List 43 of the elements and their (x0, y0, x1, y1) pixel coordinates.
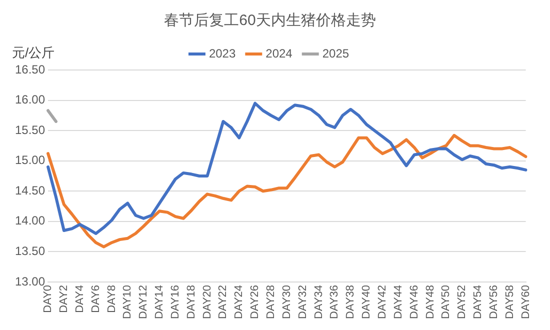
x-tick-label: DAY54 (472, 284, 484, 320)
x-tick-label: DAY14 (154, 284, 166, 320)
legend-label: 2023 (208, 46, 236, 60)
x-tick-label: DAY40 (360, 284, 373, 320)
legend-label: 2024 (266, 46, 293, 60)
x-tick-label: DAY50 (440, 284, 452, 320)
y-tick-label: 13.50 (15, 244, 46, 258)
x-tick-label: DAY10 (122, 284, 134, 320)
y-tick-label: 16.50 (15, 62, 46, 76)
x-tick-label: DAY52 (456, 284, 468, 320)
x-tick-label: DAY34 (312, 284, 325, 320)
x-tick-label: DAY8 (106, 284, 118, 313)
y-tick-label: 14.00 (15, 214, 46, 228)
x-tick-label: DAY22 (217, 284, 230, 320)
x-tick-label: DAY48 (424, 284, 436, 320)
x-tick-label: DAY56 (488, 284, 500, 320)
x-tick-label: DAY4 (74, 284, 86, 313)
x-tick-label: DAY20 (201, 284, 214, 320)
x-tick-label: DAY12 (138, 284, 150, 320)
x-tick-label: DAY46 (408, 284, 420, 320)
x-tick-label: DAY18 (185, 284, 198, 320)
x-tick-label: DAY32 (296, 284, 309, 320)
legend-label: 2025 (322, 46, 350, 60)
x-tick-label: DAY16 (169, 284, 182, 320)
x-tick-label: DAY2 (58, 284, 70, 313)
y-tick-label: 16.00 (15, 92, 46, 107)
y-tick-label: 15.50 (15, 122, 46, 137)
x-tick-label: DAY60 (520, 284, 532, 320)
x-tick-label: DAY58 (504, 284, 516, 320)
x-tick-label: DAY26 (249, 284, 262, 320)
x-tick-label: DAY24 (233, 284, 246, 320)
y-axis-title: 元/公斤 (12, 45, 55, 60)
x-tick-label: DAY30 (280, 284, 293, 320)
y-tick-label: 14.50 (15, 183, 46, 198)
x-tick-label: DAY38 (344, 284, 357, 320)
x-tick-label: DAY0 (42, 284, 54, 313)
x-tick-label: DAY44 (392, 284, 404, 320)
y-tick-label: 15.00 (15, 153, 46, 168)
x-tick-label: DAY28 (265, 284, 278, 320)
chart-title: 春节后复工60天内生猪价格走势 (164, 12, 376, 30)
x-tick-label: DAY6 (90, 284, 102, 313)
x-tick-label: DAY36 (328, 284, 341, 320)
x-tick-label: DAY42 (376, 284, 388, 320)
